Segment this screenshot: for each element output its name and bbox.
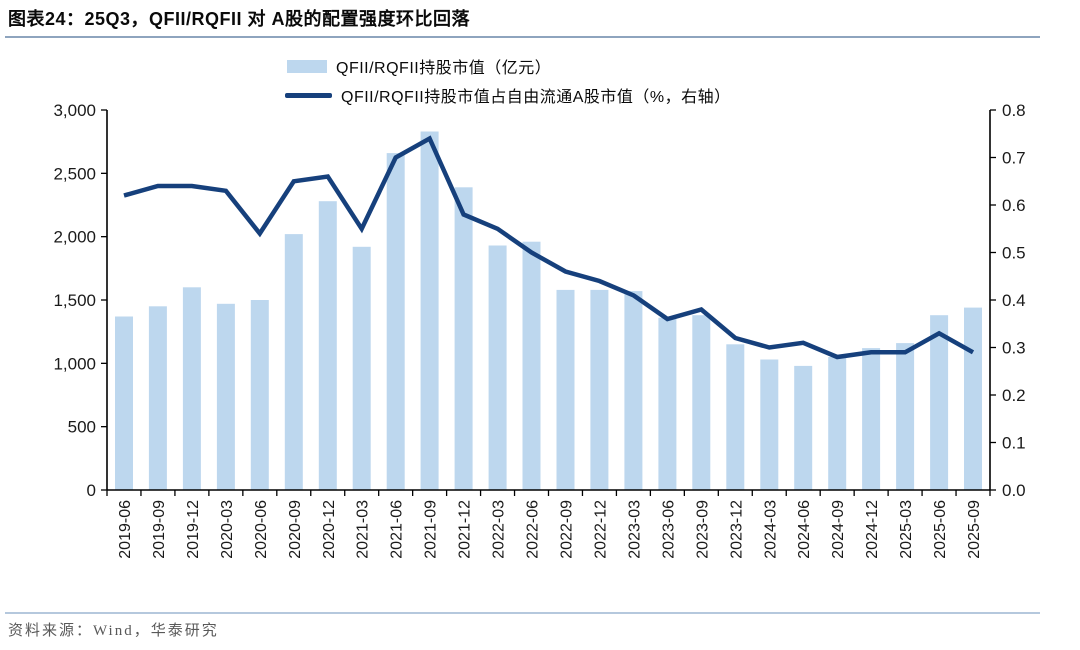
x-category-label: 2025-09 (966, 500, 983, 559)
bar-2022-06 (522, 241, 541, 490)
x-category-label: 2025-03 (898, 500, 915, 559)
x-category-label: 2020-06 (253, 500, 270, 559)
bar-2019-12 (182, 287, 201, 490)
left-tick-label: 500 (68, 418, 96, 437)
right-tick-label: 0.6 (1002, 196, 1026, 215)
x-category-label: 2020-09 (287, 500, 304, 559)
x-category-label: 2022-03 (491, 500, 508, 559)
bar-2022-03 (488, 245, 507, 490)
bar-2025-06 (930, 315, 949, 490)
right-tick-label: 0.0 (1002, 481, 1026, 500)
x-category-label: 2023-12 (728, 500, 745, 559)
bar-2025-09 (964, 307, 982, 490)
x-category-label: 2024-12 (864, 500, 881, 559)
chart-canvas: 0 500 1,000 1,500 2,000 2,500 3,000 0.0 0.1 0.2 0.… (53, 101, 1026, 559)
bar-2020-09 (284, 234, 303, 490)
bar-2023-03 (624, 291, 643, 490)
right-tick-label: 0.1 (1002, 434, 1026, 453)
bar-2019-06 (115, 316, 133, 490)
source-note: 资料来源：Wind，华泰研究 (8, 623, 219, 639)
bar-2024-03 (760, 359, 779, 490)
x-category-label: 2024-09 (830, 500, 847, 559)
bar-2022-12 (590, 289, 609, 490)
bar-2021-12 (454, 187, 473, 491)
ratio-line (123, 135, 975, 360)
x-category-label: 2021-12 (457, 500, 474, 559)
title-divider (5, 36, 1040, 38)
x-category-label: 2023-06 (660, 500, 677, 559)
left-tick-label: 1,000 (53, 354, 96, 373)
left-tick-label: 1,500 (53, 291, 96, 310)
x-category-label: 2019-06 (117, 500, 134, 559)
left-tick-label: 0 (87, 481, 96, 500)
x-category-label: 2025-06 (932, 500, 949, 559)
right-tick-label: 0.5 (1002, 244, 1026, 263)
x-category-label: 2021-03 (355, 500, 372, 559)
legend-item-label: QFII/RQFII持股市值占自由流通A股市值（%，右轴） (341, 89, 731, 106)
left-tick-label: 3,000 (53, 101, 96, 120)
x-category-label: 2022-09 (559, 500, 576, 559)
right-tick-label: 0.2 (1002, 386, 1026, 405)
x-category-label: 2019-12 (185, 500, 202, 559)
x-category-label: 2020-03 (219, 500, 236, 559)
right-tick-label: 0.3 (1002, 339, 1026, 358)
x-category-label: 2020-12 (321, 500, 338, 559)
x-category-label: 2019-09 (151, 500, 168, 559)
line-series-swatch-icon (285, 92, 332, 98)
bar-2024-12 (862, 348, 881, 490)
bar-2021-09 (420, 131, 439, 490)
bar-2025-03 (896, 343, 915, 490)
page-title: 图表24：25Q3，QFII/RQFII 对 A股的配置强度环比回落 (8, 9, 471, 29)
bar-2021-06 (386, 153, 405, 490)
left-tick-label: 2,500 (53, 164, 96, 183)
x-category-label: 2024-03 (762, 500, 779, 559)
x-category-label: 2022-06 (525, 500, 542, 559)
bar-2024-06 (794, 365, 813, 490)
x-category-label: 2023-03 (626, 500, 643, 559)
bar-2023-06 (658, 317, 677, 490)
bar-2020-03 (216, 303, 235, 490)
right-tick-label: 0.8 (1002, 101, 1026, 120)
bar-2022-09 (556, 289, 575, 490)
x-category-label: 2021-06 (389, 500, 406, 559)
left-tick-label: 2,000 (53, 228, 96, 247)
bar-2019-09 (148, 306, 167, 490)
right-tick-label: 0.7 (1002, 149, 1026, 168)
legend-item-label: QFII/RQFII持股市值（亿元） (336, 60, 552, 77)
x-category-label: 2023-09 (694, 500, 711, 559)
bar-2023-12 (726, 344, 745, 490)
legend-item-bar: QFII/RQFII持股市值（亿元） (285, 55, 731, 77)
x-category-label: 2024-06 (796, 500, 813, 559)
bar-2020-12 (318, 201, 337, 490)
chart-legend: QFII/RQFII持股市值（亿元） QFII/RQFII持股市值占自由流通A股… (285, 55, 731, 106)
footer-divider (5, 612, 1040, 614)
bar-2024-09 (828, 357, 847, 490)
bar-2023-09 (692, 315, 711, 490)
legend-item-line: QFII/RQFII持股市值占自由流通A股市值（%，右轴） (285, 84, 731, 106)
x-category-label: 2022-12 (592, 500, 609, 559)
right-tick-label: 0.4 (1002, 291, 1026, 310)
bar-2021-03 (352, 246, 371, 490)
bar-2020-06 (250, 300, 269, 490)
x-category-label: 2021-09 (423, 500, 440, 559)
bar-series-swatch-icon (287, 59, 327, 73)
